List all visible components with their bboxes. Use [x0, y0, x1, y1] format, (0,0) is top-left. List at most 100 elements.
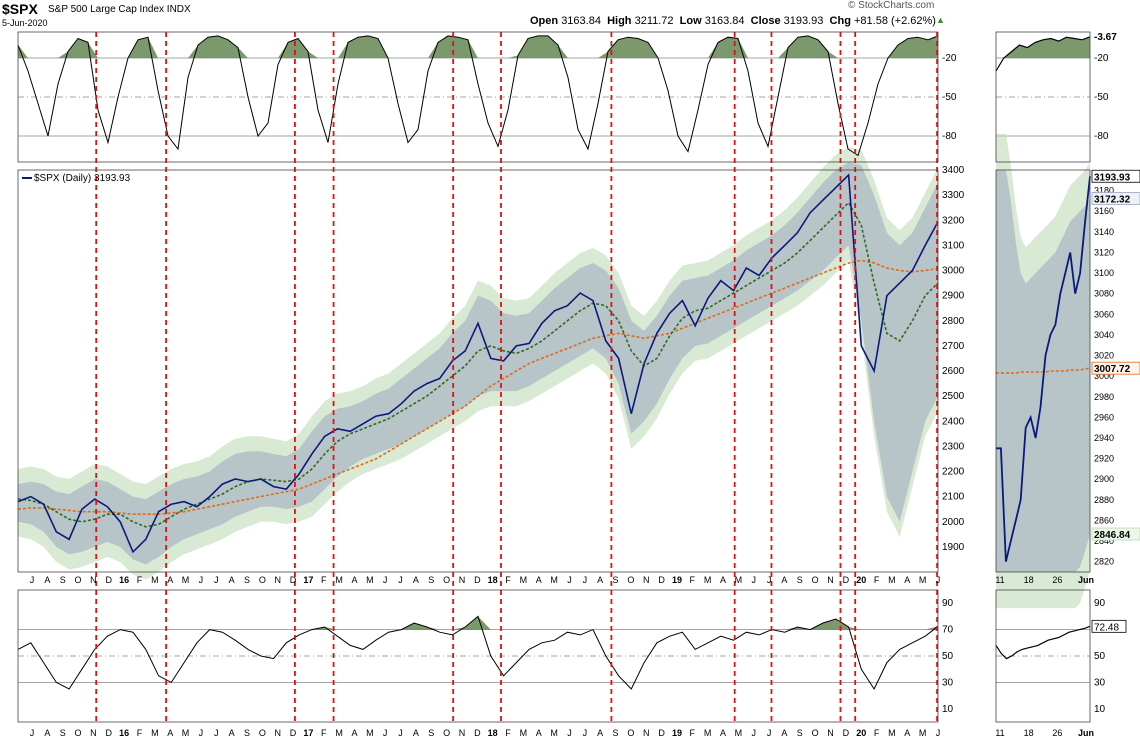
price-x-tick: O	[627, 575, 634, 585]
open-label: Open	[530, 15, 559, 27]
price-x-tick: N	[274, 575, 281, 585]
rsi-line	[17, 615, 939, 691]
rsi-x-tick: F	[874, 728, 880, 738]
price-x-tick: 17	[303, 575, 313, 585]
close-label: Close	[750, 15, 781, 27]
rsi-x-tick: 18	[488, 728, 498, 738]
price-x-tick: M	[735, 575, 743, 585]
zoom-price-tick-label: 3000	[1094, 371, 1114, 381]
price-x-tick: F	[321, 575, 327, 585]
rsi-x-tick: J	[398, 728, 403, 738]
price-x-tick: J	[30, 575, 35, 585]
price-x-tick: 20	[856, 575, 866, 585]
zoom-price-tick-label: 2880	[1094, 495, 1114, 505]
price-x-tick: M	[366, 575, 374, 585]
zoom-ma200-label: 3007.72	[1094, 364, 1131, 375]
price-x-tick: A	[597, 575, 603, 585]
price-x-tick: N	[827, 575, 834, 585]
zoom-price-tick-label: 2940	[1094, 433, 1114, 443]
price-x-tick: J	[567, 575, 572, 585]
rsi-x-tick: M	[735, 728, 743, 738]
index-name: S&P 500 Large Cap Index	[48, 4, 165, 15]
rsi-tick-label: 70	[942, 625, 954, 636]
top-panel-frame	[17, 31, 939, 163]
price-tick-label: 2200	[942, 467, 965, 478]
rsi-overbought-fill	[18, 616, 938, 630]
rsi-x-tick: M	[151, 728, 159, 738]
rsi-x-tick: 19	[672, 728, 682, 738]
rsi-zoom-line	[995, 625, 1091, 660]
price-x-tick: A	[44, 575, 50, 585]
price-tick-label: 3200	[942, 215, 965, 226]
zoom-price-tick-label: 2840	[1094, 536, 1114, 546]
price-tick-label: 2600	[942, 366, 965, 377]
zoom-price-tick-label: 2980	[1094, 392, 1114, 402]
main-zoom-frame	[995, 169, 1091, 573]
rsi-zoom-tick-label: 50	[1094, 651, 1106, 662]
zoom-price-tick-label: 3020	[1094, 351, 1114, 361]
price-x-tick: A	[413, 575, 419, 585]
rsi-x-tick: J	[767, 728, 772, 738]
zoom-price-tick-label: 3120	[1094, 247, 1114, 257]
zoom-rsi-x-tick: 26	[1052, 728, 1062, 738]
price-x-tick: 16	[119, 575, 129, 585]
price-line	[17, 173, 939, 554]
rsi-last-value-label: 72.48	[1094, 622, 1119, 633]
zoom-price-tick-label: 3060	[1094, 309, 1114, 319]
rsi-zoom-tick-label: 90	[1094, 598, 1106, 609]
rsi-x-tick: O	[627, 728, 634, 738]
price-tick-label: 2500	[942, 391, 965, 402]
zoom-price-tick-label: 2960	[1094, 412, 1114, 422]
zoom-price-tick-label: 3040	[1094, 330, 1114, 340]
zoom-price-x-tick: 26	[1052, 575, 1062, 585]
rsi-x-tick: S	[244, 728, 250, 738]
price-tick-label: 2800	[942, 316, 965, 327]
rsi-tick-label: 90	[942, 598, 954, 609]
zoom-price-tick-label: 3180	[1094, 186, 1114, 196]
rsi-x-tick: D	[474, 728, 481, 738]
zoom-price-x-tick: Jun	[1078, 575, 1094, 585]
top-overbought-fill	[18, 35, 938, 58]
price-x-tick: S	[613, 575, 619, 585]
rsi-x-tick: N	[643, 728, 650, 738]
high-value: 3211.72	[634, 15, 674, 27]
rsi-x-tick: M	[550, 728, 558, 738]
rsi-x-tick: A	[536, 728, 542, 738]
price-x-tick: D	[106, 575, 113, 585]
price-x-tick: A	[720, 575, 726, 585]
ma50-line	[17, 201, 939, 528]
top-oscillator-line	[17, 35, 939, 157]
price-tick-label: 2000	[942, 517, 965, 528]
rsi-x-tick: O	[75, 728, 82, 738]
price-x-tick: S	[797, 575, 803, 585]
rsi-x-tick: A	[781, 728, 787, 738]
rsi-x-tick: S	[613, 728, 619, 738]
rsi-x-tick: D	[843, 728, 850, 738]
exchange: INDX	[166, 4, 191, 15]
rsi-x-tick: A	[904, 728, 910, 738]
top-zoom-frame	[995, 31, 1091, 163]
price-x-tick: A	[351, 575, 357, 585]
top-zoom-line	[995, 36, 1091, 72]
price-x-tick: D	[474, 575, 481, 585]
low-label: Low	[679, 15, 702, 27]
price-x-tick: A	[167, 575, 173, 585]
price-x-tick: J	[767, 575, 772, 585]
zoom-rsi-x-tick: Jun	[1078, 728, 1094, 738]
zoom-price-tick-label: 2820	[1094, 557, 1114, 567]
rsi-tick-label: 10	[942, 704, 954, 715]
chg-label: Chg	[829, 15, 851, 27]
price-legend-title: $SPX (Daily) 3193.93	[34, 173, 131, 184]
zoom-price-tick-label: 2900	[1094, 474, 1114, 484]
rsi-x-tick: J	[383, 728, 388, 738]
bottom-panel-frame	[17, 589, 939, 723]
rsi-x-tick: A	[720, 728, 726, 738]
rsi-x-tick: M	[919, 728, 927, 738]
high-label: High	[607, 15, 632, 27]
close-value: 3193.93	[783, 15, 824, 27]
rsi-x-tick: D	[106, 728, 113, 738]
price-x-tick: F	[505, 575, 511, 585]
rsi-x-tick: J	[751, 728, 756, 738]
